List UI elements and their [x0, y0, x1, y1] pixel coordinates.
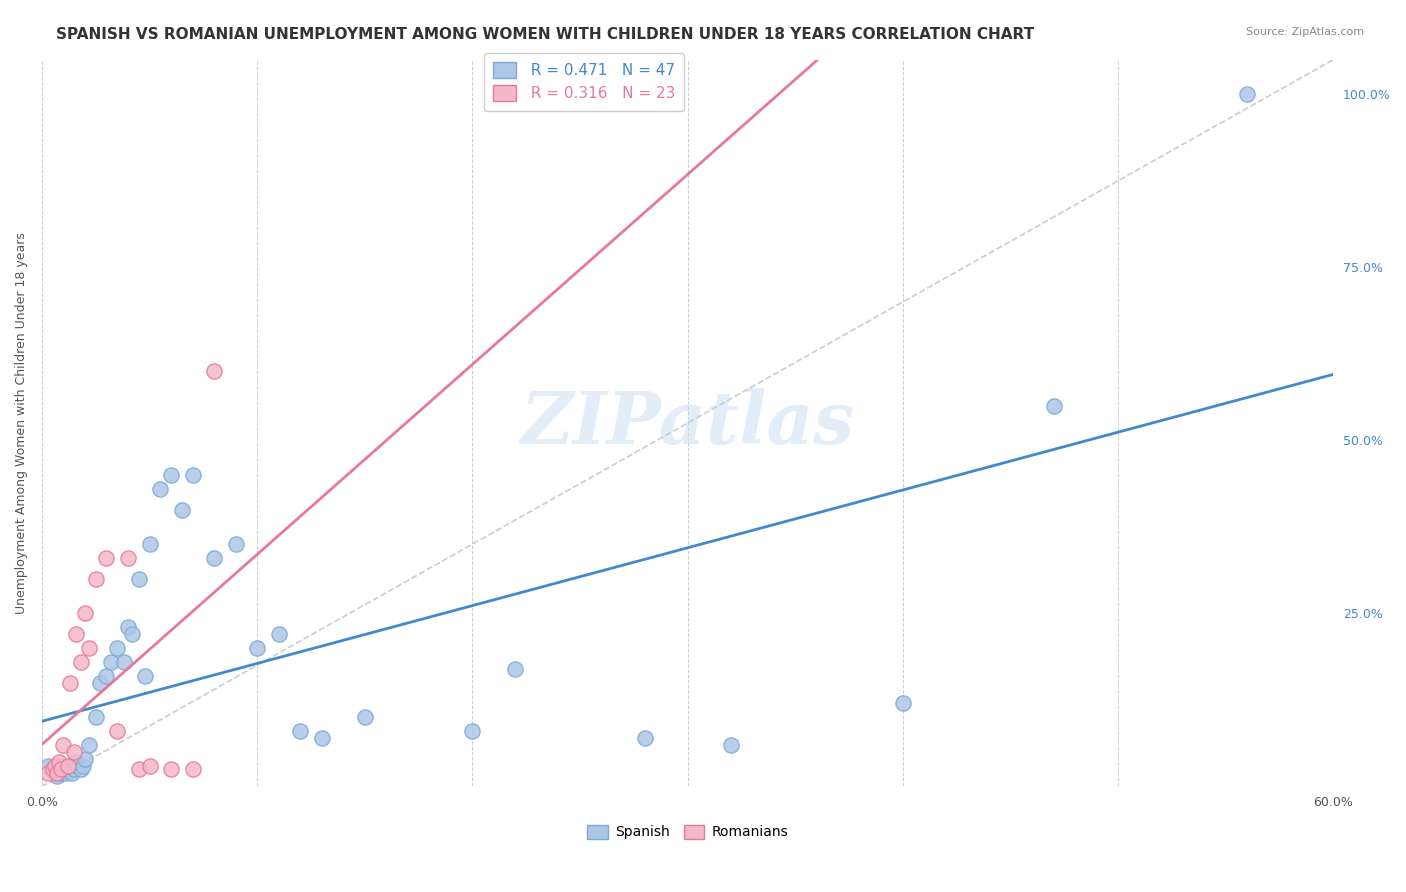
Point: [44, 765, 66, 780]
Point: [1042, 399, 1064, 413]
Point: [41, 762, 63, 776]
Point: [138, 537, 160, 551]
Point: [44, 758, 66, 772]
Point: [56, 762, 79, 776]
Point: [84, 572, 107, 586]
Point: [149, 482, 172, 496]
Point: [267, 627, 290, 641]
Point: [100, 655, 122, 669]
Point: [134, 669, 156, 683]
Point: [56, 758, 79, 772]
Point: [63, 762, 86, 776]
Point: [73, 752, 96, 766]
Point: [52, 758, 75, 772]
Point: [181, 762, 204, 776]
Point: [60, 765, 83, 780]
Y-axis label: Unemployment Among Women with Children Under 18 years: Unemployment Among Women with Children U…: [15, 232, 28, 614]
Point: [65, 756, 87, 770]
Point: [63, 745, 86, 759]
Point: [225, 537, 247, 551]
Point: [353, 710, 375, 724]
Point: [77, 738, 100, 752]
Point: [160, 467, 183, 482]
Text: SPANISH VS ROMANIAN UNEMPLOYMENT AMONG WOMEN WITH CHILDREN UNDER 18 YEARS CORREL: SPANISH VS ROMANIAN UNEMPLOYMENT AMONG W…: [56, 27, 1035, 42]
Legend: Spanish, Romanians: Spanish, Romanians: [582, 819, 793, 845]
Point: [1236, 87, 1258, 102]
Point: [67, 758, 90, 772]
Point: [73, 607, 96, 621]
Point: [46, 765, 69, 780]
Point: [105, 724, 128, 739]
Point: [128, 572, 150, 586]
Point: [48, 756, 70, 770]
Point: [891, 697, 914, 711]
Point: [69, 655, 91, 669]
Point: [121, 627, 143, 641]
Point: [181, 467, 204, 482]
Point: [112, 655, 135, 669]
Text: ZIPatlas: ZIPatlas: [520, 387, 855, 458]
Point: [52, 738, 75, 752]
Point: [633, 731, 655, 745]
Point: [51, 765, 73, 780]
Point: [69, 762, 91, 776]
Point: [311, 731, 333, 745]
Point: [84, 710, 107, 724]
Point: [128, 762, 150, 776]
Point: [202, 551, 225, 566]
Point: [37, 765, 59, 780]
Point: [96, 669, 118, 683]
Point: [138, 758, 160, 772]
Point: [720, 738, 742, 752]
Point: [160, 762, 183, 776]
Point: [51, 762, 73, 776]
Point: [46, 769, 69, 783]
Point: [59, 675, 82, 690]
Point: [65, 627, 87, 641]
Point: [55, 765, 77, 780]
Point: [246, 640, 269, 655]
Point: [48, 762, 70, 776]
Point: [96, 551, 118, 566]
Point: [505, 662, 527, 676]
Point: [72, 758, 94, 772]
Point: [37, 758, 59, 772]
Point: [461, 724, 484, 739]
Point: [117, 620, 139, 634]
Point: [290, 724, 312, 739]
Point: [202, 364, 225, 378]
Point: [41, 762, 63, 776]
Point: [59, 758, 82, 772]
Text: Source: ZipAtlas.com: Source: ZipAtlas.com: [1246, 27, 1364, 37]
Point: [89, 675, 111, 690]
Point: [105, 640, 128, 655]
Point: [77, 640, 100, 655]
Point: [170, 502, 193, 516]
Point: [117, 551, 139, 566]
